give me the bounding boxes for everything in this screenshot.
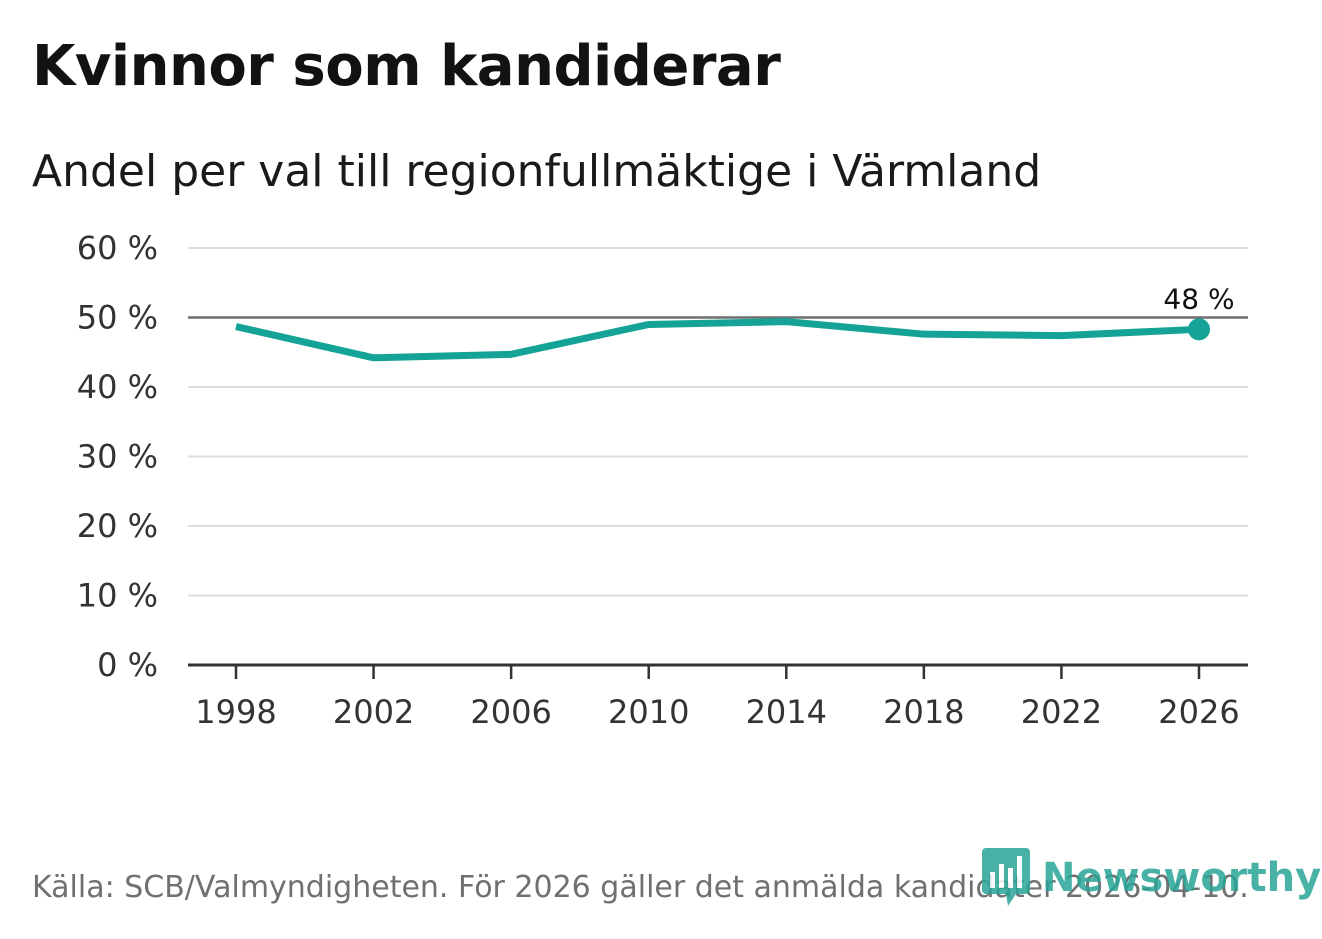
x-axis [188,663,1248,679]
brand-name: Newsworthy [1042,855,1322,901]
end-point-marker [1188,318,1210,341]
y-tick-label: 50 % [77,299,158,337]
y-tick-label: 60 % [77,229,158,267]
x-tick-label: 2006 [470,693,551,731]
x-tick-label: 2022 [1021,693,1102,731]
y-tick-label: 0 % [97,646,158,684]
grid-lines [188,247,1248,597]
y-tick-label: 30 % [77,438,158,476]
brand-logo[interactable]: Newsworthy [982,848,1321,908]
x-tick-label: 2014 [746,693,827,731]
y-axis-tick-labels: 0 % 10 % 20 % 30 % 40 % 50 % 60 % [77,229,158,684]
x-tick-label: 2010 [608,693,689,731]
series-layer [235,318,1210,362]
y-tick-label: 20 % [77,507,158,545]
y-tick-label: 10 % [77,577,158,615]
x-tick-label: 2026 [1158,693,1239,731]
x-axis-tick-labels: 1998 2002 2006 2010 2014 2018 2022 2026 [195,693,1239,731]
line-chart: 0 % 10 % 20 % 30 % 40 % 50 % 60 % 1998 2002 2006… [77,229,1248,731]
data-labels: 48 % [1163,282,1234,315]
y-tick-label: 40 % [77,368,158,406]
chart-title: Kvinnor som kandiderar [32,34,781,99]
end-value-label: 48 % [1163,282,1234,315]
x-tick-label: 2018 [883,693,964,731]
x-tick-label: 1998 [195,693,276,731]
source-footer: Källa: SCB/Valmyndigheten. För 2026 gäll… [32,870,1249,905]
x-tick-label: 2002 [333,693,414,731]
series-line [235,318,1200,362]
chart-subtitle: Andel per val till regionfullmäktige i V… [32,146,1042,197]
bar-chart-icon [982,848,1030,906]
